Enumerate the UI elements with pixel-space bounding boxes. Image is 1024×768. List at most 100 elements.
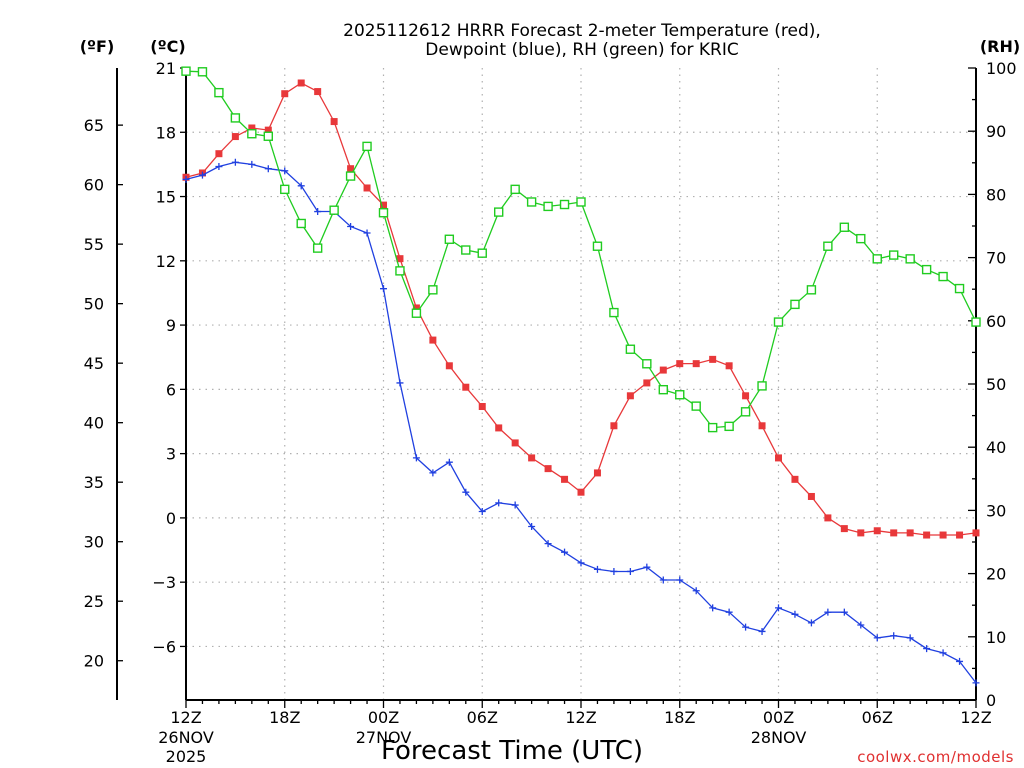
temperature-point: [890, 529, 898, 537]
dewpoint-point: [528, 522, 536, 530]
celsius-unit-label: (ºC): [150, 37, 185, 56]
temperature-point: [873, 527, 881, 535]
rh-tick-label: 100: [986, 59, 1017, 78]
celsius-tick-label: 3: [166, 445, 176, 464]
temperature-point: [495, 424, 503, 432]
dewpoint-point: [643, 563, 651, 571]
rh-point: [872, 254, 882, 264]
rh-point: [954, 283, 965, 294]
celsius-tick-label: −6: [152, 637, 176, 656]
rh-point: [691, 401, 701, 411]
temperature-point: [725, 362, 733, 370]
temperature-point: [544, 465, 552, 473]
rh-point: [576, 197, 586, 207]
rh-point: [707, 422, 718, 433]
temperature-point: [775, 454, 782, 462]
rh-point: [938, 271, 948, 282]
rh-point: [444, 234, 455, 244]
dewpoint-point: [363, 229, 371, 237]
fahrenheit-tick-label: 50: [84, 295, 104, 314]
dewpoint-point: [281, 167, 289, 175]
dewpoint-point: [824, 608, 832, 616]
temperature-point: [264, 126, 272, 134]
rh-point: [790, 299, 800, 310]
rh-point: [280, 184, 290, 195]
celsius-tick-label: 18: [156, 123, 176, 142]
dewpoint-point: [676, 576, 684, 584]
rh-point: [543, 201, 553, 212]
rh-point: [362, 141, 372, 152]
fahrenheit-tick-label: 60: [84, 176, 104, 195]
rh-point: [230, 113, 241, 123]
dewpoint-point: [198, 171, 206, 179]
rh-unit-label: (RH): [980, 37, 1020, 56]
rh-tick-label: 50: [986, 375, 1006, 394]
fahrenheit-tick-label: 45: [84, 354, 104, 373]
fahrenheit-unit-label: (ºF): [80, 37, 115, 56]
temperature-point: [215, 150, 223, 158]
dewpoint-point: [939, 649, 947, 657]
dewpoint-point: [380, 285, 387, 293]
temperature-point: [593, 469, 601, 477]
dewpoint-point: [873, 634, 881, 642]
dewpoint-point: [264, 165, 272, 173]
temperature-point: [972, 529, 980, 537]
dewpoint-point: [791, 610, 799, 618]
temperature-point: [396, 255, 404, 263]
x-tick-label: 06Z: [467, 708, 498, 727]
rh-point: [378, 208, 389, 218]
dewpoint-point: [511, 501, 519, 509]
rh-tick-label: 40: [986, 438, 1006, 457]
rh-point: [411, 308, 422, 318]
dewpoint-point: [626, 567, 634, 575]
temperature-point: [643, 379, 651, 387]
dewpoint-point: [659, 576, 667, 584]
rh-point: [625, 344, 636, 354]
temperature-point: [347, 165, 355, 173]
x-year-label: 2025: [166, 747, 207, 766]
dewpoint-point: [396, 379, 404, 387]
dewpoint-point: [923, 645, 931, 653]
rh-point: [247, 129, 257, 139]
rh-point: [609, 307, 619, 318]
dewpoint-point: [775, 604, 782, 612]
rh-point: [263, 131, 273, 141]
celsius-tick-label: 12: [156, 252, 176, 271]
temperature-point: [281, 90, 289, 98]
fahrenheit-tick-label: 30: [84, 533, 104, 552]
dewpoint-point: [462, 488, 470, 496]
rh-point: [296, 218, 306, 229]
x-tick-label: 12Z: [960, 708, 991, 727]
dewpoint-point: [972, 679, 980, 687]
dewpoint-point: [231, 158, 239, 166]
temperature-point: [248, 124, 256, 132]
temperature-point: [923, 531, 931, 539]
rh-point: [592, 241, 603, 251]
rh-tick-label: 30: [986, 501, 1006, 520]
rh-point: [658, 384, 668, 395]
celsius-tick-label: −3: [152, 573, 176, 592]
rh-point: [329, 205, 339, 215]
credit-label: coolwx.com/models: [857, 748, 1014, 766]
dewpoint-point: [544, 540, 552, 548]
rh-tick-label: 20: [986, 565, 1006, 584]
dewpoint-point: [215, 163, 223, 171]
rh-tick-label: 70: [986, 249, 1006, 268]
dewpoint-point: [297, 182, 305, 190]
rh-tick-label: 80: [986, 185, 1006, 204]
temperature-point: [363, 184, 371, 192]
temperature-point: [659, 366, 667, 374]
temperature-point: [692, 360, 700, 368]
temperature-point: [824, 514, 832, 522]
dewpoint-point: [495, 499, 503, 507]
dewpoint-point: [857, 621, 865, 629]
temperature-point: [577, 488, 585, 496]
fahrenheit-tick-label: 65: [84, 116, 104, 135]
temperature-point: [511, 439, 519, 447]
rh-point: [181, 66, 191, 76]
dewpoint-point: [840, 608, 848, 616]
rh-point: [477, 248, 487, 258]
rh-point: [856, 233, 866, 244]
x-date-label: 26NOV: [158, 728, 214, 747]
dewpoint-point: [807, 619, 815, 627]
